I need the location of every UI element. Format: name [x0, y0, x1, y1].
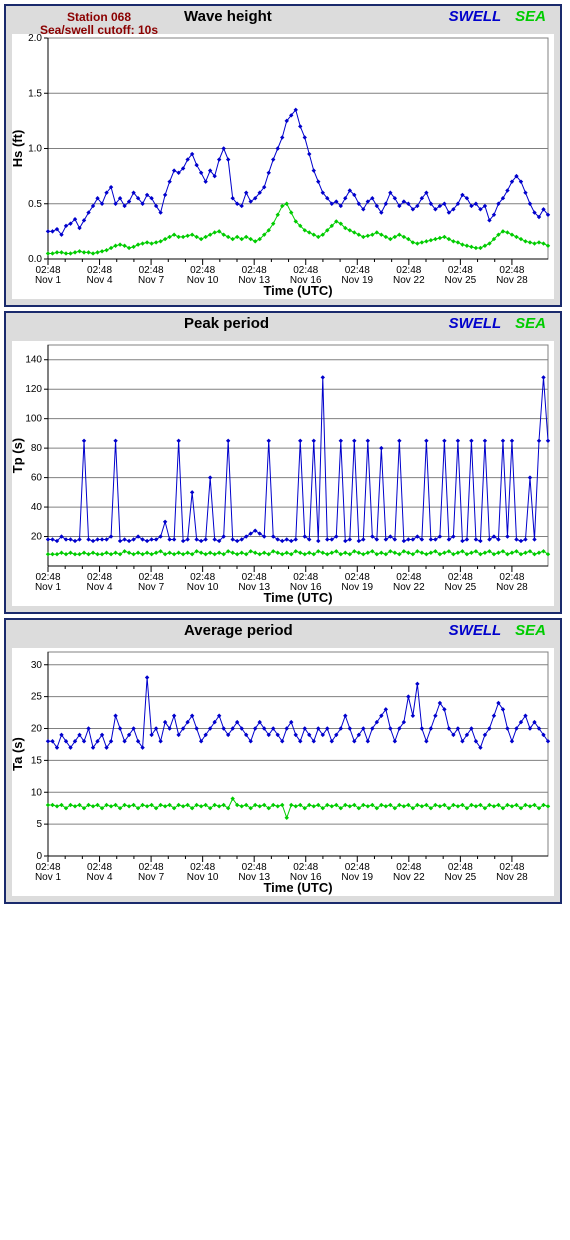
series-line-swell	[48, 377, 548, 541]
svg-text:15: 15	[31, 755, 43, 766]
chart-header: Average period SWELL SEA	[6, 620, 560, 648]
chart-panel-peak_period: Peak periodSWELLSEA2040608010012014002:4…	[4, 311, 562, 614]
svg-text:Nov 22: Nov 22	[393, 582, 425, 593]
svg-text:Nov 25: Nov 25	[445, 872, 477, 883]
svg-text:Nov 22: Nov 22	[393, 872, 425, 883]
svg-text:10: 10	[31, 787, 43, 798]
svg-text:Nov 4: Nov 4	[86, 582, 113, 593]
svg-text:Nov 4: Nov 4	[86, 872, 113, 883]
legend-sea: SEA	[515, 315, 546, 332]
x-axis-title: Time (UTC)	[263, 283, 332, 298]
svg-text:Nov 28: Nov 28	[496, 872, 528, 883]
svg-text:Nov 7: Nov 7	[138, 275, 165, 286]
chart-header: Station 068Sea/swell cutoff: 10sWave hei…	[6, 6, 560, 34]
svg-text:60: 60	[31, 473, 43, 484]
x-axis-title: Time (UTC)	[263, 880, 332, 895]
svg-text:Nov 10: Nov 10	[187, 872, 219, 883]
chart-header: Peak period SWELL SEA	[6, 313, 560, 341]
y-axis-title: Tp (s)	[12, 438, 25, 473]
svg-text:5: 5	[36, 819, 42, 830]
svg-text:0: 0	[36, 851, 42, 862]
plot-average_period: 05101520253002:48Nov 102:48Nov 402:48Nov…	[12, 648, 554, 896]
legend-swell: SWELL	[449, 622, 502, 639]
y-axis-title: Hs (ft)	[12, 130, 25, 168]
svg-text:20: 20	[31, 532, 43, 543]
svg-text:Nov 1: Nov 1	[35, 872, 62, 883]
chart-panel-wave_height: Station 068Sea/swell cutoff: 10sWave hei…	[4, 4, 562, 307]
svg-text:20: 20	[31, 724, 43, 735]
svg-text:30: 30	[31, 660, 43, 671]
chart-title: Wave height	[184, 8, 272, 25]
svg-text:Nov 22: Nov 22	[393, 275, 425, 286]
svg-text:140: 140	[25, 355, 42, 366]
series-line-sea	[48, 799, 548, 818]
svg-text:Nov 19: Nov 19	[341, 582, 373, 593]
chart-panel-average_period: Average periodSWELLSEA05101520253002:48N…	[4, 618, 562, 904]
plot-peak_period: 2040608010012014002:48Nov 102:48Nov 402:…	[12, 341, 554, 606]
svg-text:Nov 4: Nov 4	[86, 275, 113, 286]
svg-text:80: 80	[31, 443, 43, 454]
svg-text:Nov 19: Nov 19	[341, 275, 373, 286]
svg-text:Nov 1: Nov 1	[35, 275, 62, 286]
svg-text:Nov 28: Nov 28	[496, 275, 528, 286]
svg-text:Nov 10: Nov 10	[187, 275, 219, 286]
series-line-swell	[48, 678, 548, 748]
svg-text:Nov 7: Nov 7	[138, 872, 165, 883]
svg-text:Nov 28: Nov 28	[496, 582, 528, 593]
legend: SWELL SEA	[449, 8, 552, 25]
svg-text:0.0: 0.0	[28, 254, 42, 265]
chart-title: Peak period	[184, 315, 269, 332]
legend: SWELL SEA	[449, 315, 552, 332]
svg-text:25: 25	[31, 692, 43, 703]
chart-title: Average period	[184, 622, 293, 639]
legend-sea: SEA	[515, 622, 546, 639]
svg-text:40: 40	[31, 502, 43, 513]
svg-text:100: 100	[25, 414, 42, 425]
legend-swell: SWELL	[449, 315, 502, 332]
y-axis-title: Ta (s)	[12, 737, 25, 771]
svg-text:0.5: 0.5	[28, 199, 42, 210]
legend-swell: SWELL	[449, 8, 502, 25]
legend: SWELL SEA	[449, 622, 552, 639]
svg-text:Nov 10: Nov 10	[187, 582, 219, 593]
svg-text:2.0: 2.0	[28, 34, 42, 44]
svg-text:Nov 7: Nov 7	[138, 582, 165, 593]
svg-text:Nov 1: Nov 1	[35, 582, 62, 593]
legend-sea: SEA	[515, 8, 546, 25]
svg-text:Nov 19: Nov 19	[341, 872, 373, 883]
plot-wave_height: 0.00.51.01.52.002:48Nov 102:48Nov 402:48…	[12, 34, 554, 299]
svg-text:Nov 25: Nov 25	[445, 275, 477, 286]
series-line-swell	[48, 110, 548, 235]
svg-text:Nov 25: Nov 25	[445, 582, 477, 593]
x-axis-title: Time (UTC)	[263, 590, 332, 605]
svg-text:120: 120	[25, 384, 42, 395]
svg-text:1.5: 1.5	[28, 88, 42, 99]
svg-text:1.0: 1.0	[28, 144, 42, 155]
